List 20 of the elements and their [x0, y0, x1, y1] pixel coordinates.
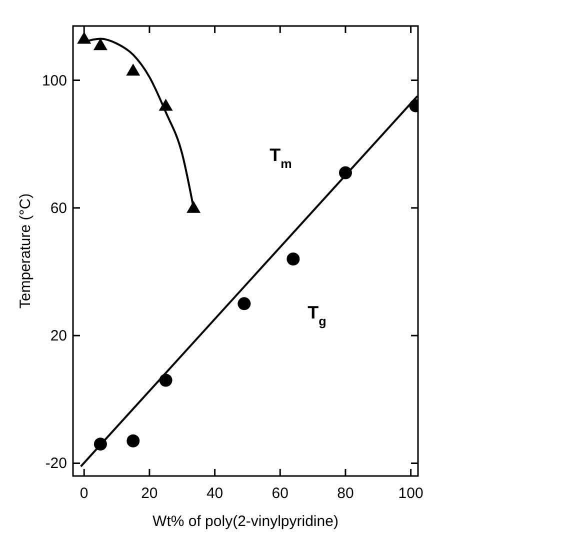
x-tick-label: 60: [272, 485, 288, 502]
y-tick-label: -20: [45, 455, 67, 472]
x-tick-label: 20: [141, 485, 158, 502]
point: [238, 297, 251, 310]
annotation: T$_{m}$: [270, 145, 292, 171]
point: [77, 32, 92, 44]
x-tick-label: 80: [337, 485, 354, 502]
x-axis-title: Wt% of poly(2-vinylpyridine): [152, 513, 338, 530]
point: [126, 434, 140, 448]
y-axis-title: Temperature (°C): [17, 193, 34, 309]
annotation: T$_{g}$: [308, 302, 326, 328]
y-tick-label: 60: [50, 200, 67, 217]
point: [286, 252, 300, 266]
point: [93, 38, 108, 50]
x-tick-label: 100: [398, 485, 424, 502]
point: [126, 64, 140, 76]
x-tick-label: 0: [80, 485, 88, 502]
y-tick-label: 20: [50, 328, 67, 345]
y-tick-label: 100: [42, 72, 67, 90]
x-tick-label: 40: [206, 485, 224, 502]
